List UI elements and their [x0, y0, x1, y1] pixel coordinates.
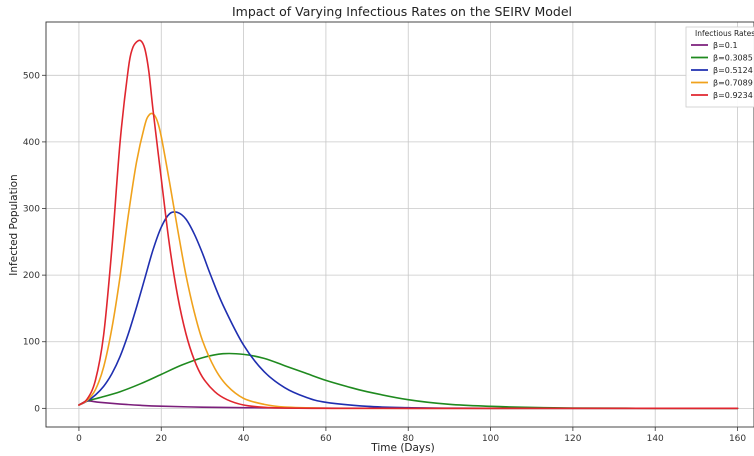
- legend-title: Infectious Rates: [695, 29, 754, 38]
- series-line-5: [78, 39, 739, 410]
- y-tick-label: 100: [23, 338, 40, 348]
- x-axis-label: Time (Days): [370, 442, 434, 454]
- y-tick-label: 400: [23, 138, 40, 148]
- legend-label-1: β=0.1: [713, 41, 738, 50]
- legend: Infectious Rates β=0.1β=0.3085β=0.5124β=…: [685, 26, 754, 108]
- x-tick-label: 100: [482, 434, 499, 444]
- chart-title: Impact of Varying Infectious Rates on th…: [232, 4, 572, 19]
- series-line-2: [78, 352, 739, 410]
- series-layer: [78, 39, 739, 410]
- x-tick-label: 0: [76, 434, 82, 444]
- x-tick-label: 160: [729, 434, 746, 444]
- plot-area-frame: [45, 21, 754, 428]
- x-tick-label: 60: [320, 434, 332, 444]
- x-tick-label: 20: [156, 434, 168, 444]
- y-tick-label: 500: [23, 71, 40, 81]
- x-tick-label: 120: [564, 434, 581, 444]
- legend-label-4: β=0.7089: [713, 79, 753, 88]
- grid-layer: [46, 22, 754, 427]
- legend-label-3: β=0.5124: [713, 66, 753, 75]
- legend-label-2: β=0.3085: [713, 54, 753, 63]
- x-tick-label: 40: [238, 434, 250, 444]
- x-tick-label: 80: [403, 434, 415, 444]
- x-tick-label: 140: [647, 434, 664, 444]
- y-axis-label: Infected Population: [8, 174, 20, 275]
- y-tick-label: 300: [23, 205, 40, 215]
- legend-label-5: β=0.9234: [713, 91, 753, 100]
- tick-layer: 0 20 40 60 80 100 120 140 160 0 100 200 300 400 500: [23, 71, 747, 444]
- y-tick-label: 200: [23, 271, 40, 281]
- y-tick-label: 0: [34, 404, 40, 414]
- legend-items: β=0.1 β=0.3085 β=0.5124 β=0.7089 β=0.9234: [691, 41, 753, 100]
- legend-box: [685, 26, 754, 108]
